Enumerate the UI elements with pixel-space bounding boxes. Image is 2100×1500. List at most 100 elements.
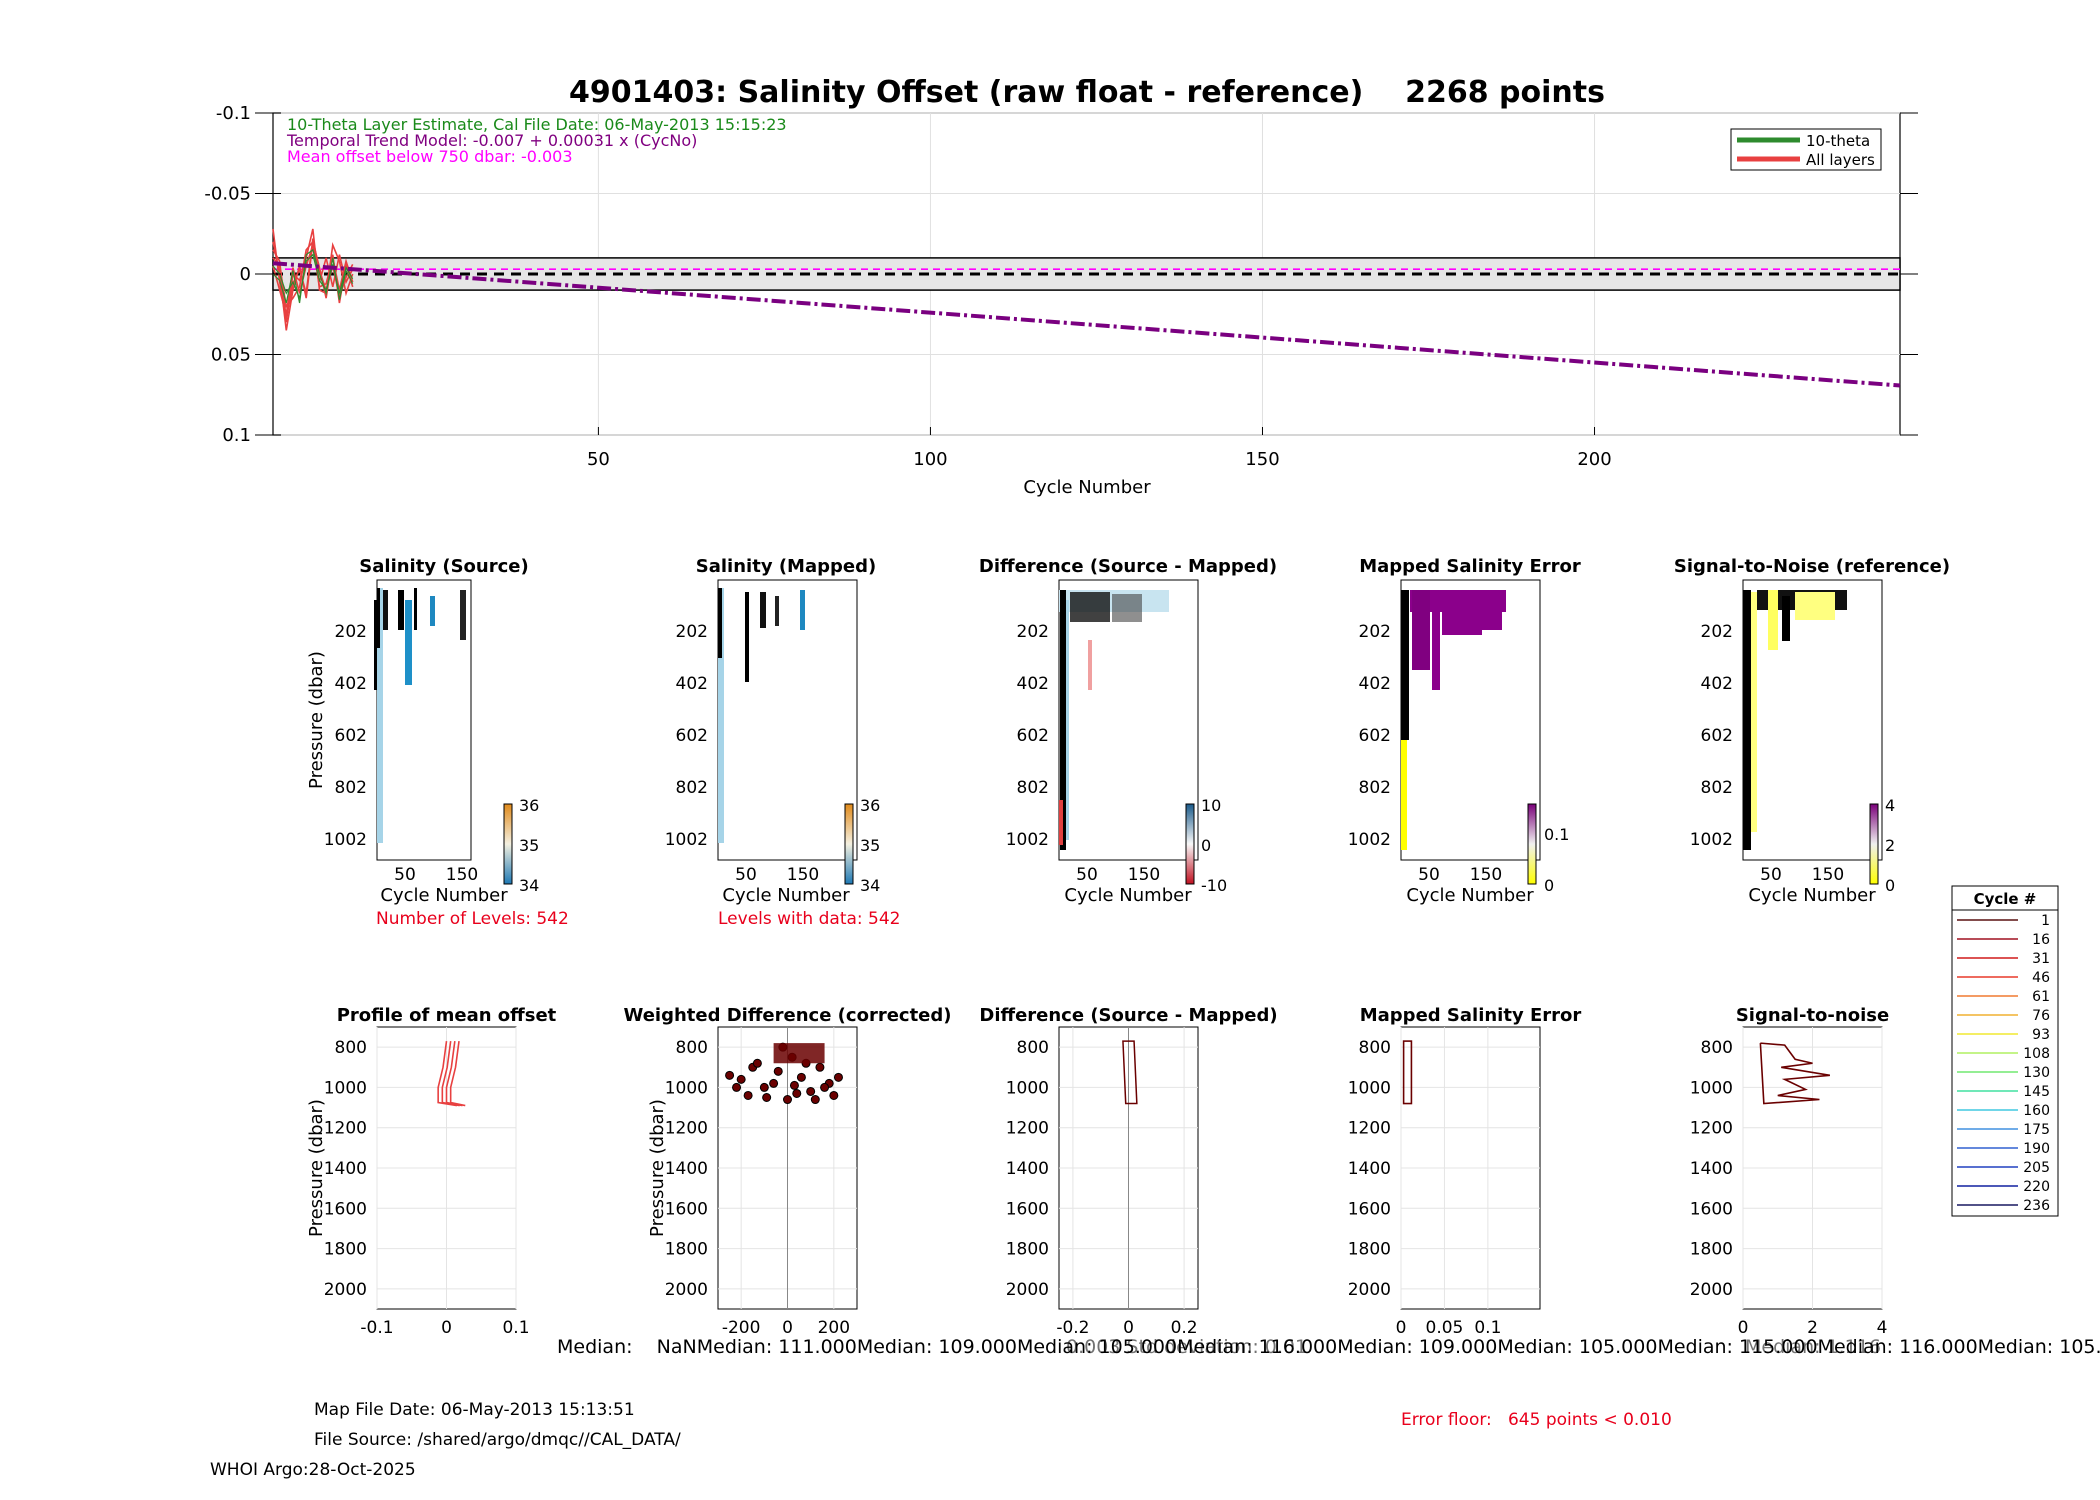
panel-profile-mean-offset: Profile of mean offset 800 1000 1200 1400 160…: [306, 1005, 557, 1338]
cycle-legend-label: 190: [2023, 1141, 2050, 1157]
ytick: 802: [1359, 778, 1391, 798]
cycle-legend-label: 16: [2032, 932, 2050, 948]
weighted-diff-point: [752, 1058, 762, 1068]
x-tick-label: 0: [1738, 1318, 1749, 1338]
cycle-legend-frame: [1951, 885, 2059, 1217]
colorbar-label: 34: [519, 876, 539, 895]
weighted-diff-point: [732, 1082, 742, 1092]
y-tick-label: 800: [1359, 1038, 1391, 1058]
weighted-diff-point: [829, 1090, 839, 1100]
ytick: 602: [1701, 726, 1733, 746]
weighted-diff-cluster: [773, 1043, 825, 1064]
y-tick-label: 0: [240, 264, 251, 285]
cycle-legend-label: 108: [2023, 1046, 2050, 1062]
y-tick-label: 1000: [1006, 1078, 1049, 1098]
y-tick-label: 1800: [324, 1240, 367, 1260]
annotation-ten-theta: 10-Theta Layer Estimate, Cal File Date: …: [287, 115, 787, 134]
panel-weighted-difference: Weighted Difference (corrected) 800 1000 12…: [623, 1005, 951, 1338]
colorbar-label: 36: [519, 796, 539, 815]
map-file-date: Map File Date: 06-May-2013 15:13:51: [314, 1400, 635, 1420]
heatmap-cells: [1743, 590, 1847, 850]
main-xlabel: Cycle Number: [1023, 477, 1151, 498]
weighted-diff-point: [762, 1093, 772, 1102]
panel-mapped-error: Mapped Salinity Error 202 402 602 802 10…: [1348, 556, 1581, 906]
ytick: 402: [335, 674, 367, 694]
panel-ylabel: Pressure (dbar): [306, 1099, 327, 1237]
ytick: 402: [1359, 674, 1391, 694]
colorbar-label: 10: [1201, 796, 1221, 815]
y-tick-label: 800: [1017, 1038, 1049, 1058]
ytick: 1002: [665, 830, 708, 850]
panel-title: Mapped Salinity Error: [1360, 1005, 1582, 1026]
cycle-legend-label: 1: [2041, 913, 2050, 929]
annotation-trend: Temporal Trend Model: -0.007 + 0.00031 x…: [286, 131, 697, 150]
ten-theta-series: [272, 248, 354, 304]
y-tick-label: 1600: [665, 1199, 708, 1219]
panel-title: Difference (Source - Mapped): [979, 556, 1277, 577]
cycle-legend-label: 160: [2023, 1103, 2050, 1119]
y-tick-label: -0.1: [216, 103, 251, 124]
panel-difference-profile: Difference (Source - Mapped) 800 1000 1200 1…: [979, 1005, 1277, 1338]
cycle-legend-label: 93: [2032, 1027, 2050, 1043]
weighted-diff-point: [759, 1082, 769, 1092]
legend-all-layers: All layers: [1806, 151, 1875, 169]
weighted-diff-point: [773, 1066, 783, 1076]
xtick: 150: [787, 865, 819, 885]
whoi-argo-stamp: WHOI Argo:28-Oct-2025: [210, 1460, 416, 1480]
y-tick-label: 2000: [1006, 1280, 1049, 1300]
panel-signal-to-noise-profile: Signal-to-noise8001000120014001600180020…: [1690, 1005, 1889, 1338]
x-tick-label: 150: [1245, 449, 1279, 470]
ytick: 202: [335, 622, 367, 642]
y-tick-label: 1400: [1690, 1159, 1733, 1179]
x-tick-label: 0: [1123, 1318, 1134, 1338]
cycle-legend-label: 205: [2023, 1160, 2050, 1176]
y-tick-label: 1200: [1006, 1119, 1049, 1139]
main-legend: 10-theta All layers: [1730, 128, 1882, 171]
y-tick-label: 1800: [665, 1240, 708, 1260]
main-offset-plot: 50 100 150 200 -0.1 -0.05 0 0.05 0.1 Cycle Numbe…: [204, 103, 1918, 498]
xtick: 50: [1760, 865, 1782, 885]
panel-mapped-error-profile: Mapped Salinity Error 800 1000 1200 1400 1600…: [1348, 1005, 1582, 1338]
weighted-diff-point: [769, 1078, 779, 1088]
y-tick-label: 2000: [324, 1280, 367, 1300]
panel-xlabel: Cycle Number: [722, 885, 850, 906]
colorbar-label: 35: [519, 836, 539, 855]
annotation-mean-offset: Mean offset below 750 dbar: -0.003: [287, 147, 573, 166]
weighted-diff-point: [820, 1082, 830, 1092]
colorbar-label: -10: [1201, 876, 1227, 895]
y-tick-label: 800: [335, 1038, 367, 1058]
y-tick-label: 1400: [665, 1159, 708, 1179]
difference-profile: [1122, 1040, 1138, 1105]
weighted-diff-point: [789, 1080, 799, 1090]
cycle-legend-label: 76: [2032, 1008, 2050, 1024]
x-tick-label: 0.2: [1171, 1318, 1198, 1338]
ytick: 802: [676, 778, 708, 798]
cycle-legend-label: 175: [2023, 1122, 2050, 1138]
colorbar: [503, 803, 513, 885]
heatmap-cells: [718, 588, 805, 843]
colorbar-label: 34: [860, 876, 880, 895]
panel-ylabel: Pressure (dbar): [647, 1099, 668, 1237]
x-tick-label: 4: [1877, 1318, 1888, 1338]
panel-title: Weighted Difference (corrected): [623, 1005, 951, 1026]
y-tick-label: 1800: [1348, 1240, 1391, 1260]
x-tick-label: 200: [1577, 449, 1611, 470]
xtick: 150: [1470, 865, 1502, 885]
y-tick-label: 1000: [1690, 1078, 1733, 1098]
x-tick-label: 0: [441, 1318, 452, 1338]
ytick: 602: [1359, 726, 1391, 746]
levels-note: Number of Levels: 542: [376, 909, 569, 929]
panel-title: Signal-to-Noise (reference): [1674, 556, 1950, 577]
colorbar-label: 35: [860, 836, 880, 855]
weighted-diff-point: [796, 1072, 806, 1082]
xtick: 150: [446, 865, 478, 885]
panel-xlabel: Cycle Number: [380, 885, 508, 906]
ytick: 402: [1017, 674, 1049, 694]
weighted-diff-point: [810, 1095, 820, 1105]
mean-offset-profile: [449, 1040, 466, 1107]
y-tick-label: 1200: [665, 1119, 708, 1139]
y-tick-label: 2000: [1348, 1280, 1391, 1300]
panel-frame: [1742, 579, 1883, 861]
weighted-diff-point: [736, 1074, 746, 1084]
